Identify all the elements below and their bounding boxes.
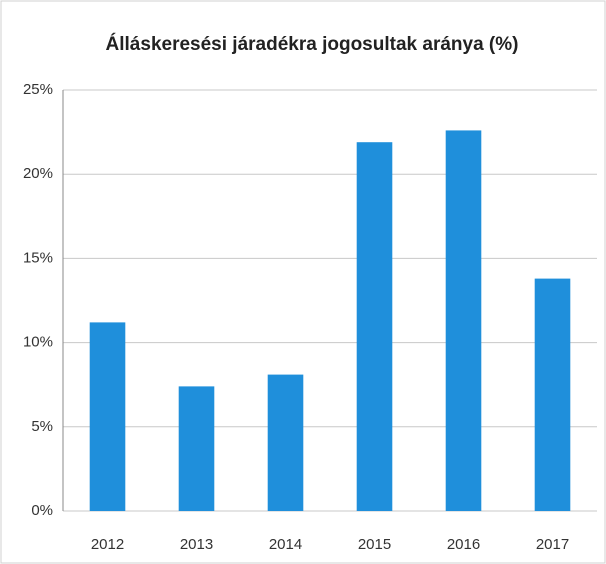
bar <box>445 130 482 511</box>
y-tick-label: 25% <box>23 81 53 98</box>
bar <box>356 142 393 512</box>
chart-title: Álláskeresési járadékra jogosultak arány… <box>106 33 519 55</box>
y-tick-label: 15% <box>23 249 53 266</box>
y-tick-label: 10% <box>23 334 53 351</box>
bar <box>178 386 215 511</box>
y-tick-label: 20% <box>23 165 53 182</box>
x-tick-label: 2017 <box>536 536 569 553</box>
y-tick-label: 5% <box>31 418 53 435</box>
x-tick-label: 2015 <box>358 536 391 553</box>
x-tick-label: 2016 <box>447 536 480 553</box>
bar <box>534 278 571 511</box>
bar <box>89 322 126 511</box>
x-tick-label: 2012 <box>91 536 124 553</box>
x-tick-label: 2014 <box>269 536 302 553</box>
x-tick-label: 2013 <box>180 536 213 553</box>
bar <box>267 374 304 511</box>
y-tick-label: 0% <box>31 502 53 519</box>
